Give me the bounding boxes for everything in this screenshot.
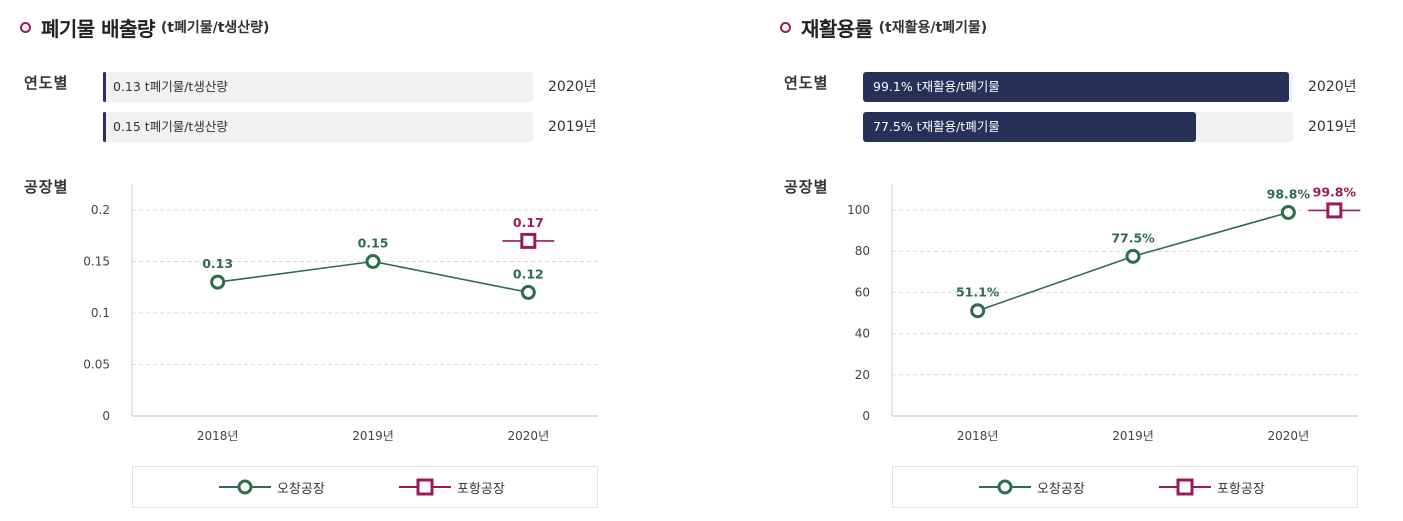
recycling-panel: 재활용률 (t재활용/t폐기물) 연도별 99.1% t재활용/t폐기물 202… <box>780 0 1403 521</box>
x-tick-label: 2020년 <box>1268 429 1310 443</box>
waste-line-chart: 0 0.05 0.1 0.15 0.2 2018년 2019년 2020년 0.13 0.15 0.… <box>83 184 598 443</box>
recycling-bar-2019: 77.5% t재활용/t폐기물 <box>863 112 1293 142</box>
x-tick-label: 2019년 <box>1112 429 1154 443</box>
recycling-bar-2020: 99.1% t재활용/t폐기물 <box>863 72 1293 102</box>
recycling-line-chart: 0 20 40 60 80 100 2018년 2019년 2020년 51.1% 77.5% 98.… <box>847 184 1361 443</box>
bar-value-text: 0.15 t폐기물/t생산량 <box>113 119 228 134</box>
legend-item-ochang[interactable]: 오창공장 <box>219 467 325 507</box>
ochang-data-label: 0.15 <box>358 236 389 251</box>
legend-item-ochang[interactable]: 오창공장 <box>979 467 1085 507</box>
pohang-data-label: 99.8% <box>1313 184 1357 199</box>
bar-fill <box>863 112 1197 142</box>
recycling-legend: 오창공장 포항공장 <box>892 466 1358 508</box>
x-tick-label: 2018년 <box>957 429 999 443</box>
y-tick-label: 60 <box>855 285 870 299</box>
bar-value-text: 99.1% t재활용/t폐기물 <box>873 79 1000 94</box>
legend-label: 포항공장 <box>1217 481 1265 497</box>
waste-bar-2020: 0.13 t폐기물/t생산량 <box>103 72 533 102</box>
legend-item-pohang[interactable]: 포항공장 <box>1159 467 1265 507</box>
circle-bullet-icon <box>20 21 31 33</box>
ochang-point <box>365 254 381 269</box>
ochang-data-label: 0.13 <box>202 256 233 271</box>
y-tick-label: 0.2 <box>91 203 110 217</box>
legend-label: 포항공장 <box>457 481 505 497</box>
bar-year-label: 2019년 <box>1308 119 1357 135</box>
pohang-point <box>1326 202 1343 219</box>
waste-title-row: 폐기물 배출량 (t폐기물/t생산량) <box>20 12 269 42</box>
bar-year-label: 2019년 <box>548 119 597 135</box>
y-tick-label: 0 <box>862 409 870 423</box>
y-tick-label: 0.15 <box>83 255 110 269</box>
y-tick-label: 0.1 <box>91 306 110 320</box>
x-tick-label: 2020년 <box>508 429 550 443</box>
y-tick-label: 0.05 <box>83 358 110 372</box>
yearly-label: 연도별 <box>784 74 829 92</box>
waste-subtitle: (t폐기물/t생산량) <box>160 20 270 36</box>
ochang-data-label: 98.8% <box>1267 186 1311 201</box>
ochang-point <box>520 284 536 300</box>
waste-title: 폐기물 배출량 <box>41 16 155 41</box>
yearly-label: 연도별 <box>24 74 69 92</box>
ochang-point <box>970 303 986 319</box>
legend-label: 오창공장 <box>277 481 325 497</box>
bar-year-label: 2020년 <box>548 79 597 95</box>
y-tick-label: 0 <box>102 409 110 423</box>
y-tick-label: 100 <box>847 203 870 217</box>
bar-fill <box>103 72 106 102</box>
legend-item-pohang[interactable]: 포항공장 <box>399 467 505 507</box>
waste-bar-2019: 0.15 t폐기물/t생산량 <box>103 112 533 142</box>
x-tick-label: 2019년 <box>352 429 394 443</box>
recycling-title: 재활용률 <box>801 16 873 41</box>
circle-marker-icon <box>219 479 271 495</box>
ochang-data-label: 51.1% <box>956 285 1000 300</box>
factory-label: 공장별 <box>784 178 829 196</box>
square-marker-icon <box>399 478 451 496</box>
y-tick-label: 80 <box>855 244 870 258</box>
factory-label: 공장별 <box>24 178 69 196</box>
bar-year-label: 2020년 <box>1308 79 1357 95</box>
circle-marker-icon <box>979 479 1031 495</box>
bar-fill <box>103 112 106 142</box>
recycling-subtitle: (t재활용/t폐기물) <box>878 20 988 36</box>
bar-value-text: 0.13 t폐기물/t생산량 <box>113 79 228 94</box>
legend-label: 오창공장 <box>1037 481 1085 497</box>
y-tick-label: 40 <box>855 327 870 341</box>
recycling-title-row: 재활용률 (t재활용/t폐기물) <box>780 12 987 42</box>
circle-bullet-icon <box>780 21 791 33</box>
square-marker-icon <box>1159 478 1211 496</box>
pohang-point <box>520 232 537 249</box>
waste-legend: 오창공장 포항공장 <box>132 466 598 508</box>
ochang-data-label: 0.12 <box>513 266 544 281</box>
ochang-point <box>1125 248 1141 264</box>
x-tick-label: 2018년 <box>197 429 239 443</box>
pohang-data-label: 0.17 <box>513 215 544 230</box>
bar-fill <box>863 72 1290 102</box>
bar-value-text: 77.5% t재활용/t폐기물 <box>873 119 1000 134</box>
ochang-point <box>1280 204 1296 220</box>
y-tick-label: 20 <box>855 368 870 382</box>
waste-panel: 폐기물 배출량 (t폐기물/t생산량) 연도별 0.13 t폐기물/t생산량 2… <box>20 0 660 521</box>
ochang-point <box>210 274 226 290</box>
ochang-data-label: 77.5% <box>1111 230 1155 245</box>
